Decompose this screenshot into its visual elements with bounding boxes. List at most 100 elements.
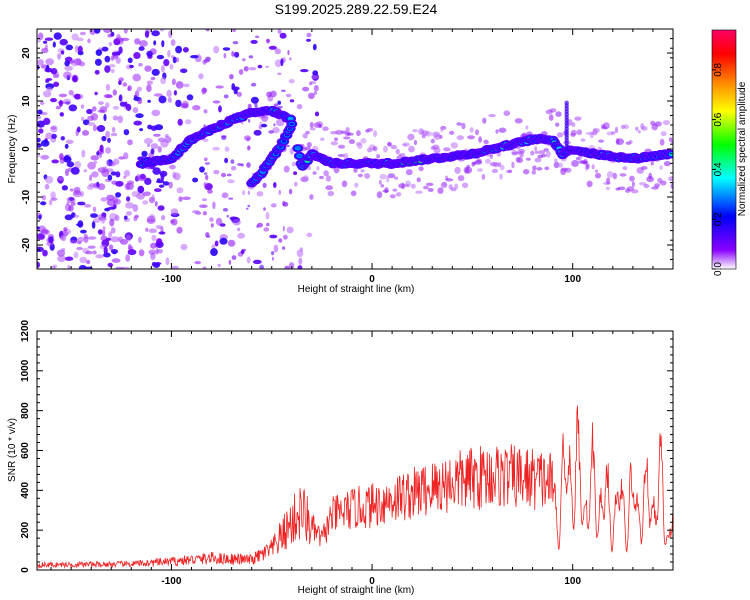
noise-speckle (77, 220, 84, 228)
ridge-haze (605, 186, 611, 191)
noise-speckle (173, 172, 181, 181)
noise-speckle (37, 115, 42, 120)
noise-speckle (150, 143, 159, 150)
noise-speckle (108, 231, 113, 238)
noise-speckle (145, 227, 149, 232)
ridge-haze (498, 127, 507, 133)
noise-speckle (261, 123, 268, 128)
noise-speckle (245, 207, 249, 210)
snr-ytick-label: 0 (20, 567, 31, 573)
noise-speckle (58, 93, 68, 98)
noise-speckle (107, 174, 113, 181)
noise-speckle (134, 38, 141, 45)
ridge-haze (304, 146, 311, 151)
noise-speckle (93, 182, 101, 189)
noise-speckle (94, 58, 102, 66)
noise-speckle (64, 143, 69, 149)
ridge-haze (583, 158, 588, 165)
colorbar-label: Normalized spectral amplitude (737, 81, 748, 216)
noise-speckle (230, 165, 237, 171)
ridge-haze (312, 171, 317, 175)
noise-speckle (63, 227, 68, 232)
ridge-haze (659, 165, 663, 170)
noise-speckle (83, 233, 88, 239)
ridge-haze (364, 173, 371, 179)
noise-speckle (138, 236, 142, 243)
ridge-haze (330, 141, 339, 146)
noise-speckle (124, 215, 128, 220)
ridge-haze (614, 126, 619, 134)
ridge-haze (412, 129, 418, 133)
noise-speckle (59, 38, 68, 46)
noise-speckle (156, 178, 161, 182)
noise-speckle (129, 64, 134, 69)
noise-speckle (91, 171, 99, 178)
noise-speckle (108, 162, 116, 167)
ridge-haze (499, 173, 503, 180)
noise-speckle (218, 105, 222, 113)
noise-speckle (137, 185, 145, 194)
noise-speckle (42, 90, 52, 98)
ridge-haze (654, 121, 662, 127)
noise-speckle (234, 51, 240, 58)
noise-speckle (146, 84, 152, 92)
noise-speckle (177, 118, 183, 126)
ridge-haze (320, 137, 325, 141)
ridge-haze (541, 153, 547, 158)
noise-speckle (64, 214, 74, 221)
noise-speckle (60, 136, 65, 141)
ridge-haze (445, 178, 454, 182)
noise-speckle (73, 251, 79, 259)
ridge-haze (643, 183, 650, 189)
ridge-haze (309, 127, 316, 131)
noise-speckle (169, 63, 174, 70)
noise-speckle (259, 264, 264, 269)
noise-speckle (142, 200, 149, 205)
ridge-spike (564, 100, 569, 106)
snr-frame (36, 330, 674, 571)
noise-speckle (175, 81, 184, 89)
noise-speckle (37, 109, 43, 115)
ridge-haze (346, 132, 354, 136)
noise-speckle (126, 211, 132, 216)
noise-speckle (131, 191, 140, 197)
noise-speckle (115, 180, 124, 187)
noise-speckle (173, 90, 177, 96)
ridge-haze (343, 153, 349, 160)
ridge-haze (454, 166, 461, 174)
colorbar-ticks: 0.0 0.2 0.4 0.6 0.8 (712, 62, 724, 276)
noise-speckle (86, 185, 94, 190)
colorbar-tick-label: 0.2 (713, 212, 724, 226)
ridge-haze (646, 176, 654, 183)
snr-ytick-label: 200 (20, 521, 31, 538)
noise-speckle (65, 44, 74, 51)
noise-speckle (141, 150, 148, 158)
noise-speckle (92, 106, 97, 112)
noise-speckle (266, 91, 272, 98)
ridge-haze (475, 129, 479, 136)
ridge-haze (623, 124, 629, 129)
noise-speckle (66, 161, 75, 168)
noise-speckle (231, 86, 240, 91)
ridge-haze (380, 184, 385, 188)
ridge-haze (302, 175, 309, 182)
noise-speckle (110, 68, 115, 74)
noise-speckle (175, 45, 183, 54)
noise-speckle (278, 189, 281, 195)
ridge-haze (481, 173, 486, 180)
spectrogram-xlabel: Height of straight line (km) (298, 284, 415, 295)
noise-speckle (59, 235, 65, 241)
noise-speckle (57, 53, 62, 60)
noise-speckle (306, 38, 311, 42)
noise-speckle (228, 260, 232, 265)
noise-speckle (223, 53, 227, 59)
noise-speckle (110, 249, 119, 254)
ridge-haze (564, 167, 572, 173)
noise-speckle (229, 74, 234, 80)
noise-speckle (107, 137, 111, 143)
noise-speckle (55, 105, 61, 110)
ridge-segment-main (297, 154, 302, 158)
noise-speckle (274, 59, 282, 68)
ridge-haze (662, 120, 670, 126)
